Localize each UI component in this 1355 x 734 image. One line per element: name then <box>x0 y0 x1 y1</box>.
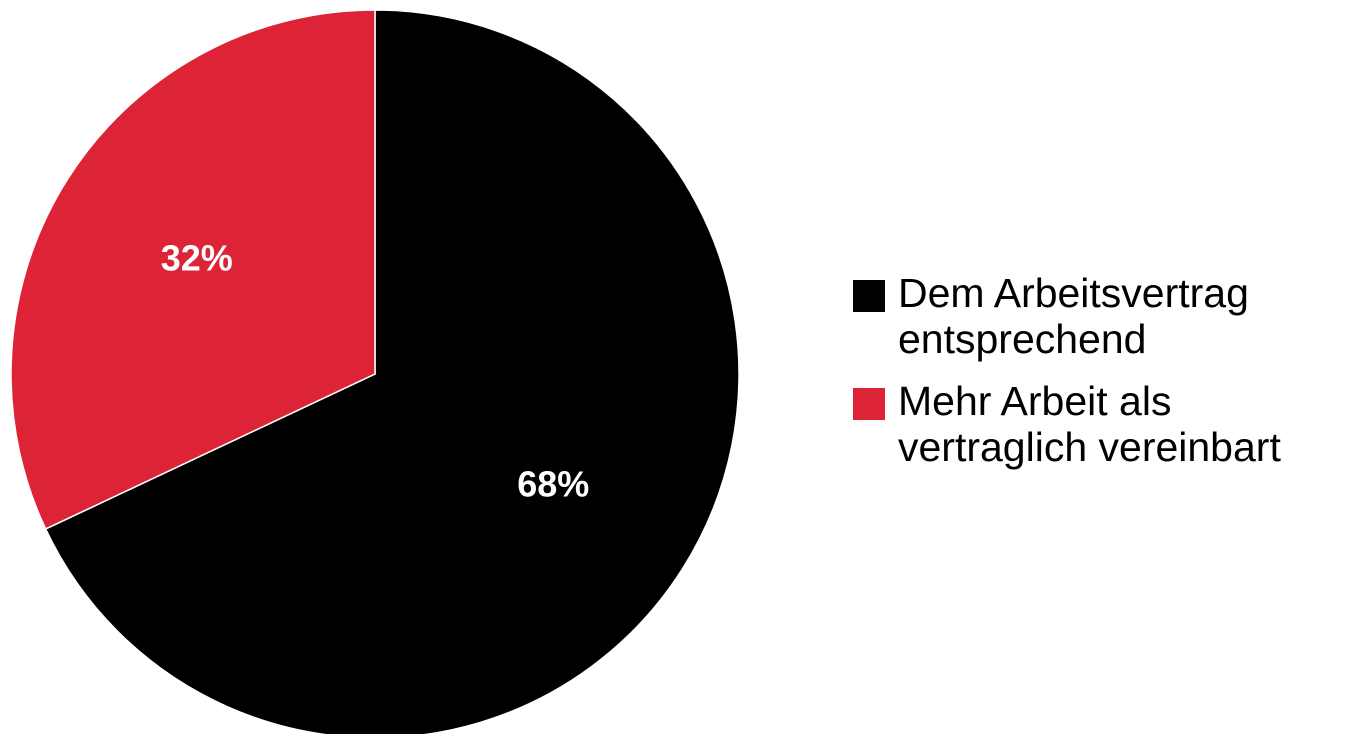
chart-legend: Dem Arbeitsvertrag entsprechend Mehr Arb… <box>853 270 1353 486</box>
pie-label-overtime: 32% <box>161 237 233 278</box>
pie-slice-overtime <box>10 9 376 530</box>
pie-label-contract: 68% <box>517 464 589 505</box>
pie-chart: 68% 32% <box>10 9 740 734</box>
legend-label-overtime-line2: vertraglich vereinbart <box>898 424 1281 470</box>
legend-item-overtime: Mehr Arbeit als vertraglich vereinbart <box>853 378 1353 470</box>
legend-label-contract: Dem Arbeitsvertrag entsprechend <box>898 270 1249 362</box>
legend-swatch-overtime <box>853 388 885 420</box>
legend-label-contract-line1: Dem Arbeitsvertrag <box>898 270 1249 316</box>
legend-item-contract: Dem Arbeitsvertrag entsprechend <box>853 270 1353 362</box>
legend-label-contract-line2: entsprechend <box>898 316 1147 362</box>
pie-slice-contract <box>44 9 740 734</box>
legend-swatch-contract <box>853 280 885 312</box>
legend-label-overtime: Mehr Arbeit als vertraglich vereinbart <box>898 378 1281 470</box>
legend-label-overtime-line1: Mehr Arbeit als <box>898 378 1172 424</box>
